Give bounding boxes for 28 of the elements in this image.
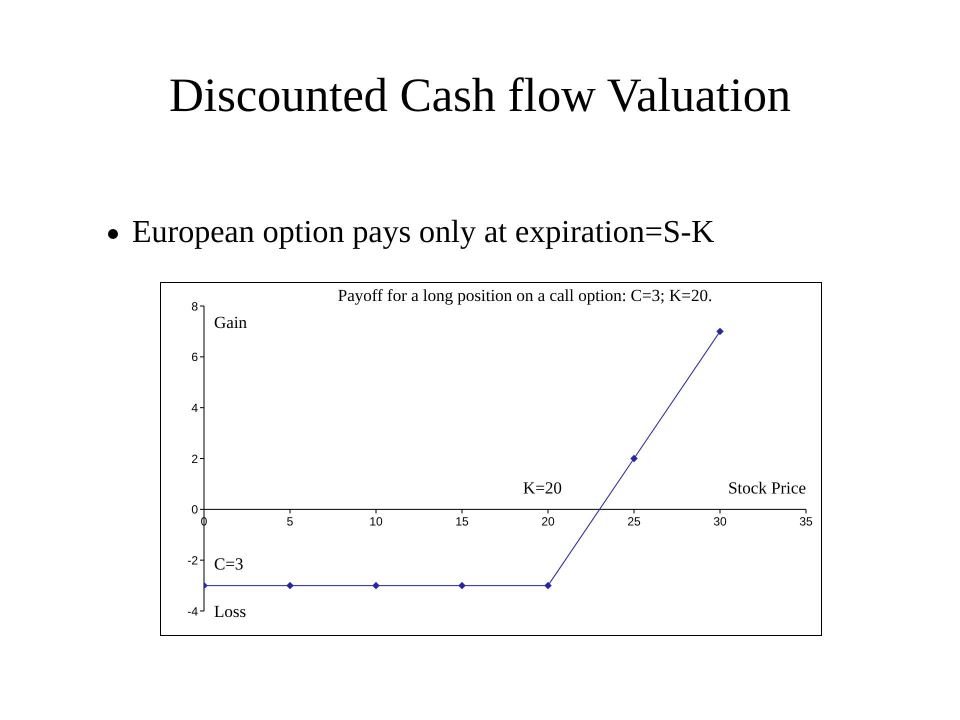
x-tick-label: 5 — [286, 514, 294, 528]
y-tick-label: 8 — [191, 299, 198, 314]
annotation: C=3 — [214, 554, 244, 574]
chart-subtitle: European option pays only at expiration=S-K — [132, 213, 714, 250]
annotation: Gain — [214, 313, 248, 332]
point — [458, 582, 466, 590]
chart-title: Discounted Cash flow Valuation — [168, 68, 792, 123]
annotation: Loss — [214, 602, 246, 621]
x-tick-label: 15 — [455, 514, 469, 528]
y-tick-label: 6 — [191, 350, 198, 364]
annotation: K=20 — [523, 478, 562, 498]
x-tick-label: 35 — [799, 514, 813, 528]
x-tick-label: 25 — [627, 514, 641, 528]
point — [544, 582, 552, 590]
point — [286, 582, 294, 590]
y-tick-label: 0 — [191, 502, 198, 517]
y-tick-label: 2 — [191, 452, 198, 466]
x-tick-label: 20 — [541, 514, 555, 528]
point — [372, 582, 380, 590]
point — [630, 455, 638, 462]
x-axis-title: Stock Price — [728, 478, 806, 498]
text: Payoff for a long position on a call option: C=3; K=20. — [338, 286, 712, 305]
y-tick-label: 4 — [191, 400, 198, 415]
y-tick-label: -4 — [187, 604, 198, 618]
x-tick-label: 10 — [369, 514, 383, 528]
y-tick-label: -2 — [187, 553, 198, 568]
x-tick-label: 30 — [713, 514, 727, 528]
point — [716, 328, 724, 335]
